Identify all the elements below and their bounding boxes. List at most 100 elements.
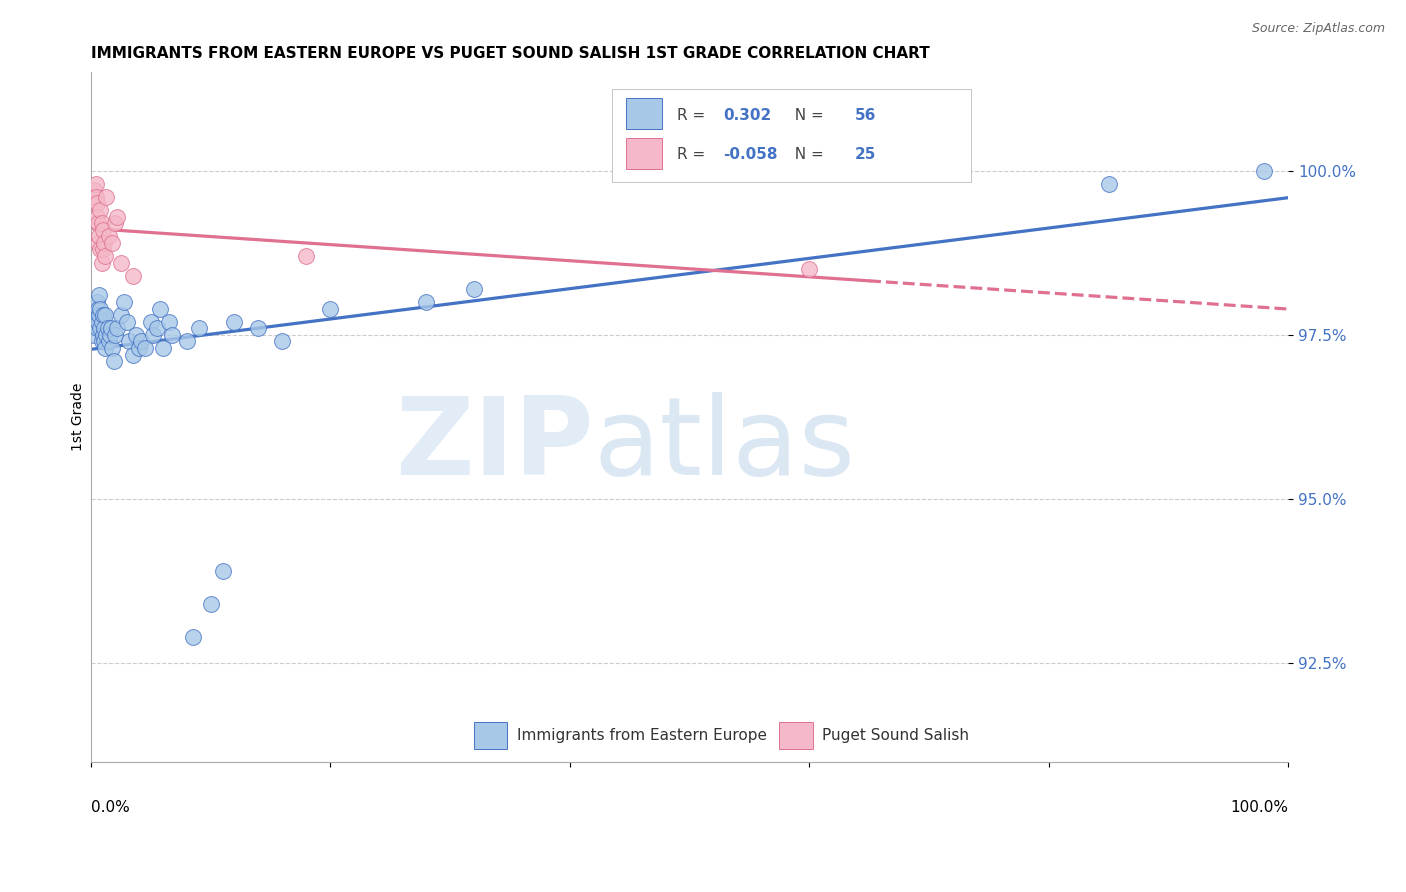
Text: 25: 25 [855, 147, 876, 162]
Text: ZIP: ZIP [395, 392, 593, 498]
Point [134, 341, 156, 355]
Point [139, 315, 162, 329]
Point [211, 564, 233, 578]
Bar [626, 137, 662, 169]
Point [84, 308, 107, 322]
Text: N =: N = [785, 108, 830, 123]
Point [94, 308, 117, 322]
Text: 56: 56 [855, 108, 876, 123]
Point [415, 295, 437, 310]
Point [799, 262, 821, 277]
Text: Puget Sound Salish: Puget Sound Salish [823, 728, 969, 743]
Point [89, 202, 111, 217]
Point [463, 282, 485, 296]
Point [91, 243, 114, 257]
Point [86, 295, 108, 310]
Text: N =: N = [785, 147, 830, 162]
Point [145, 321, 167, 335]
Point [89, 288, 111, 302]
Point [89, 243, 111, 257]
Point [118, 334, 141, 349]
Point [89, 308, 111, 322]
Point [100, 321, 122, 335]
Point [97, 334, 120, 349]
Point [152, 341, 174, 355]
Point [200, 597, 222, 611]
Point [90, 255, 112, 269]
Point [86, 321, 108, 335]
Text: -0.058: -0.058 [723, 147, 778, 162]
Point [110, 255, 132, 269]
Point [89, 301, 111, 316]
Text: R =: R = [678, 147, 710, 162]
Text: IMMIGRANTS FROM EASTERN EUROPE VS PUGET SOUND SALISH 1ST GRADE CORRELATION CHART: IMMIGRANTS FROM EASTERN EUROPE VS PUGET … [91, 46, 929, 62]
Point [128, 341, 150, 355]
Point [157, 315, 180, 329]
Point [103, 354, 125, 368]
Point [86, 196, 108, 211]
Point [104, 216, 127, 230]
Text: 100.0%: 100.0% [1230, 800, 1288, 814]
Point [93, 321, 115, 335]
Bar [626, 98, 662, 129]
Point [84, 190, 107, 204]
Point [112, 295, 135, 310]
Point [105, 321, 128, 335]
Point [224, 315, 246, 329]
Point [96, 321, 118, 335]
Point [129, 334, 152, 349]
Point [96, 190, 118, 204]
Point [91, 223, 114, 237]
Y-axis label: 1st Grade: 1st Grade [72, 383, 86, 451]
Point [87, 301, 110, 316]
Point [98, 327, 121, 342]
FancyBboxPatch shape [612, 89, 970, 183]
Point [149, 301, 172, 316]
Text: Source: ZipAtlas.com: Source: ZipAtlas.com [1251, 22, 1385, 36]
Point [101, 341, 124, 355]
Point [90, 334, 112, 349]
Text: R =: R = [678, 108, 710, 123]
Point [84, 177, 107, 191]
Point [91, 308, 114, 322]
Point [87, 315, 110, 329]
Point [105, 210, 128, 224]
Point [1097, 177, 1119, 191]
Point [115, 315, 138, 329]
Point [96, 327, 118, 342]
Point [121, 268, 143, 283]
Point [94, 249, 117, 263]
Text: 0.302: 0.302 [723, 108, 772, 123]
Point [187, 321, 209, 335]
Point [86, 210, 108, 224]
Text: Immigrants from Eastern Europe: Immigrants from Eastern Europe [517, 728, 768, 743]
Point [110, 308, 132, 322]
Point [1253, 163, 1275, 178]
Point [87, 235, 110, 250]
Point [93, 235, 115, 250]
Point [295, 249, 318, 263]
Point [89, 229, 111, 244]
Point [271, 334, 294, 349]
Point [89, 321, 111, 335]
Point [121, 347, 143, 361]
Text: atlas: atlas [593, 392, 856, 498]
Point [83, 183, 105, 197]
Point [247, 321, 270, 335]
Point [319, 301, 342, 316]
Bar [474, 722, 508, 749]
Point [181, 630, 204, 644]
Point [142, 327, 165, 342]
Point [125, 327, 148, 342]
Point [160, 327, 183, 342]
Point [93, 334, 115, 349]
Point [101, 235, 124, 250]
Text: 0.0%: 0.0% [91, 800, 129, 814]
Point [91, 327, 114, 342]
Point [97, 229, 120, 244]
Bar [779, 722, 813, 749]
Point [87, 216, 110, 230]
Point [90, 216, 112, 230]
Point [104, 327, 127, 342]
Point [176, 334, 198, 349]
